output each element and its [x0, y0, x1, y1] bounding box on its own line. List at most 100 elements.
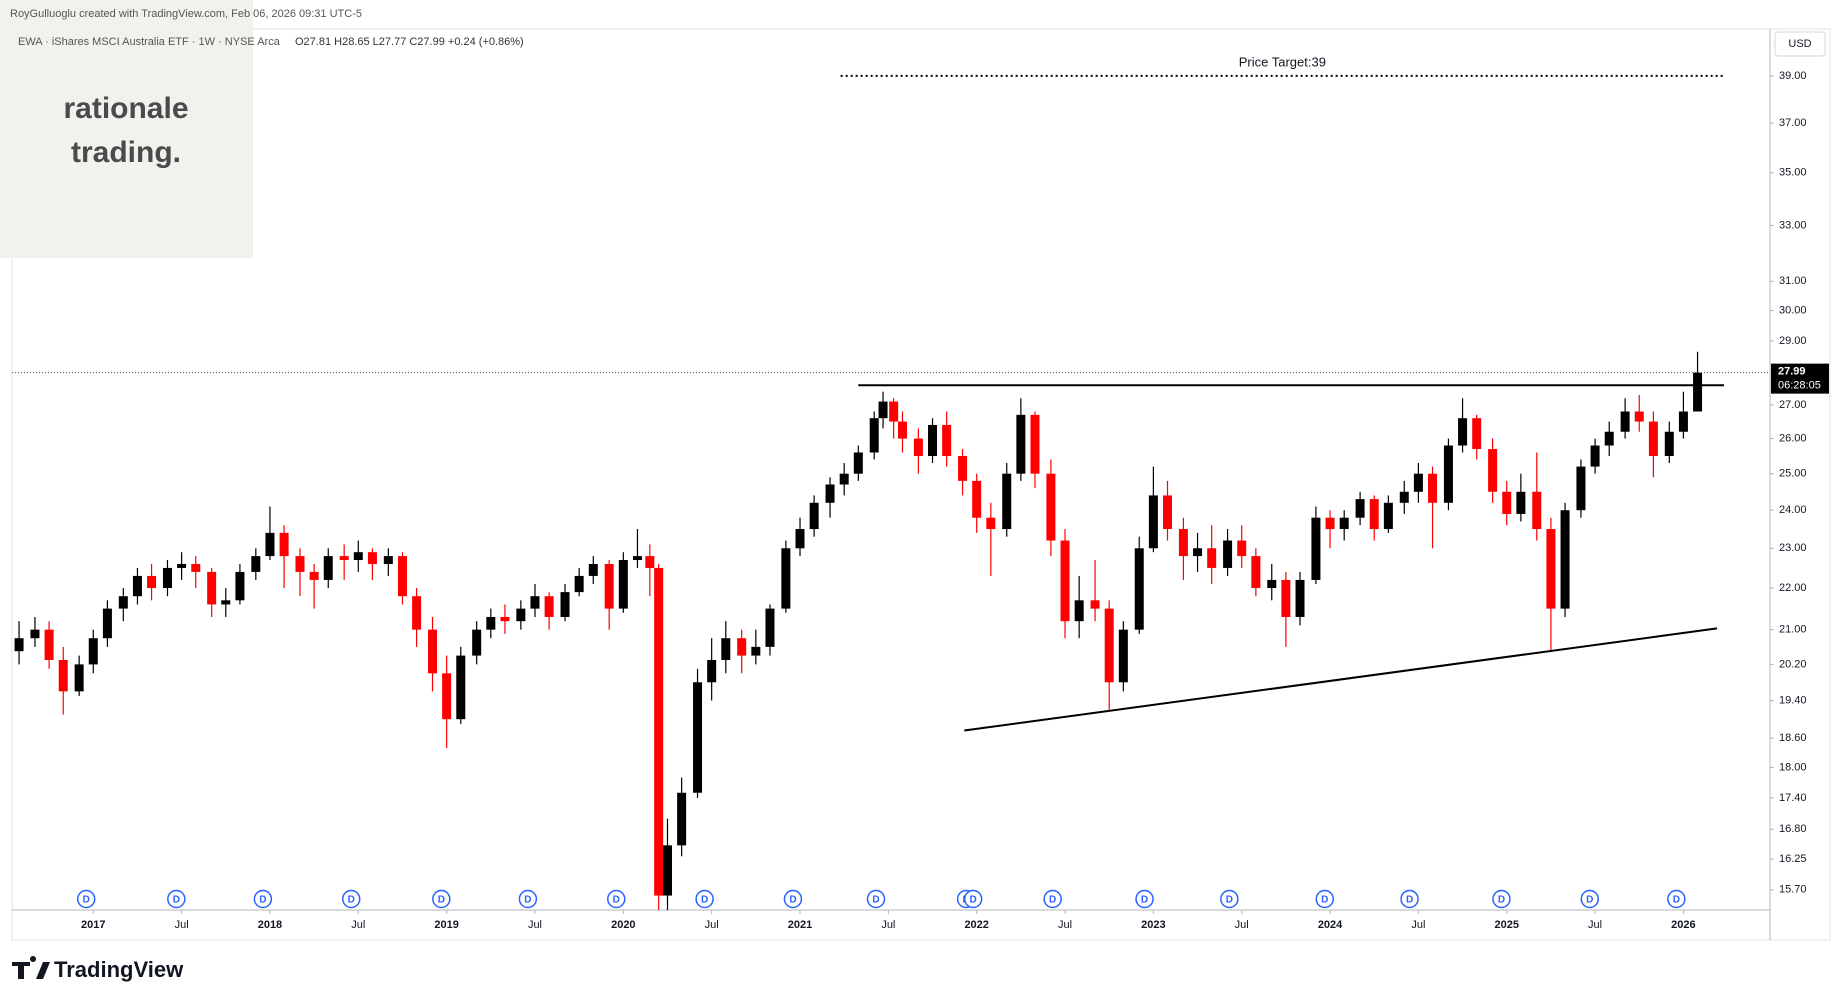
dividend-marker	[607, 889, 626, 909]
watermark-line: trading.	[71, 136, 181, 169]
candle-body	[132, 575, 142, 597]
x-tick-label: Jul	[881, 919, 895, 931]
candle-body	[14, 638, 24, 652]
y-tick-label: 18.60	[1779, 732, 1807, 744]
candle-body	[88, 638, 98, 665]
dividend-label: D	[173, 895, 180, 906]
dividend-marker	[341, 889, 361, 909]
last-price-box	[1771, 363, 1829, 394]
candle-body	[1678, 411, 1688, 432]
candle-body	[1148, 495, 1158, 549]
dividend-marker	[1043, 889, 1062, 909]
candle-body	[1634, 411, 1644, 422]
credit: RoyGulluoglu created with TradingView.co…	[10, 8, 362, 20]
dividend-label: D	[1049, 895, 1056, 906]
y-tick-label: 19.40	[1779, 694, 1807, 706]
candle-body	[207, 571, 217, 605]
candle-body	[1311, 517, 1321, 580]
dividend-marker	[432, 889, 451, 909]
x-tick-label: Jul	[1235, 919, 1249, 931]
candle-body	[251, 556, 261, 572]
y-tick-label: 15.70	[1779, 884, 1807, 896]
dividend-label: D	[1673, 895, 1680, 906]
candle-body	[809, 502, 819, 530]
candle-body	[928, 424, 938, 456]
candle-body	[58, 659, 68, 692]
dividend-label: D	[970, 895, 977, 906]
x-tick-label: 2024	[1318, 919, 1343, 931]
currency-box[interactable]	[1774, 31, 1826, 57]
candle-body	[1428, 473, 1438, 503]
y-tick-label: 22.00	[1779, 582, 1807, 594]
candle-body	[942, 424, 952, 456]
ohlc: O27.81 H28.65 L27.77 C27.99 +0.24 (+0.86…	[295, 36, 524, 48]
candle-body	[162, 567, 172, 589]
candle-body	[1472, 418, 1482, 449]
candle-body	[1281, 579, 1291, 617]
y-tick-label: 35.00	[1779, 167, 1807, 179]
candle-body	[456, 655, 466, 720]
candle-body	[721, 638, 731, 660]
candle-body	[1295, 579, 1305, 617]
watermark-box	[0, 0, 253, 258]
candle-body	[1383, 502, 1393, 530]
dividend-marker	[1580, 889, 1600, 909]
candle-body	[1369, 499, 1379, 530]
x-tick-label: Jul	[1058, 919, 1072, 931]
dividend-marker	[783, 889, 803, 909]
candle-body	[353, 552, 363, 561]
x-tick-label: 2019	[434, 919, 458, 931]
currency[interactable]: USD	[1788, 38, 1811, 50]
y-tick-label: 16.25	[1779, 853, 1807, 865]
candle-body	[1576, 466, 1586, 511]
dividend-label: D	[1586, 895, 1593, 906]
y-tick-label: 26.00	[1779, 433, 1807, 445]
candle-body	[235, 571, 245, 601]
y-tick-label: 18.00	[1779, 761, 1807, 773]
candle-body	[1413, 473, 1423, 492]
dividend-marker	[1315, 889, 1335, 909]
support-line	[964, 627, 1718, 732]
dividend-label: D	[789, 895, 796, 906]
y-tick-label: 29.00	[1779, 335, 1807, 347]
candle-body	[588, 563, 598, 576]
last-price-label: 27.99	[1778, 366, 1806, 378]
candle-body	[677, 792, 687, 846]
x-tick-label: 2025	[1494, 919, 1518, 931]
symbol: EWA · iShares MSCI Australia ETF · 1W · …	[18, 36, 281, 48]
x-tick-label: 2018	[258, 919, 282, 931]
candle-body	[751, 646, 761, 656]
candle-body	[765, 608, 775, 647]
candle-body	[737, 638, 747, 656]
candle-body	[1443, 445, 1453, 503]
candle-body	[442, 673, 452, 720]
candle-body	[604, 563, 614, 609]
dividend-marker	[1667, 889, 1686, 909]
candle-body	[397, 556, 407, 597]
candle-body	[1104, 608, 1114, 683]
y-tick-label: 25.00	[1779, 468, 1807, 480]
candle-body	[1590, 445, 1600, 467]
candle-body	[367, 552, 377, 564]
x-tick-label: 2021	[788, 919, 812, 931]
dividend-label: D	[1141, 895, 1148, 906]
y-tick-label: 39.00	[1779, 70, 1807, 82]
candle-body	[795, 529, 805, 549]
candle-body	[1134, 548, 1144, 630]
footer-brand: TradingView	[54, 957, 184, 982]
candle-body	[853, 452, 863, 474]
candle-body	[632, 556, 642, 561]
y-tick-label: 20.20	[1779, 658, 1807, 670]
candle-body	[486, 616, 496, 630]
x-tick-label: Jul	[351, 919, 365, 931]
dividend-label: D	[259, 895, 266, 906]
candle-body	[339, 556, 349, 561]
dividend-label: D	[701, 895, 708, 906]
candle-body	[825, 484, 835, 503]
x-tick-label: 2023	[1141, 919, 1165, 931]
candle-body	[1458, 418, 1468, 446]
candle-body	[913, 438, 923, 456]
x-tick-label: 2022	[964, 919, 988, 931]
candle-body	[662, 845, 672, 896]
y-tick-label: 37.00	[1779, 117, 1807, 129]
